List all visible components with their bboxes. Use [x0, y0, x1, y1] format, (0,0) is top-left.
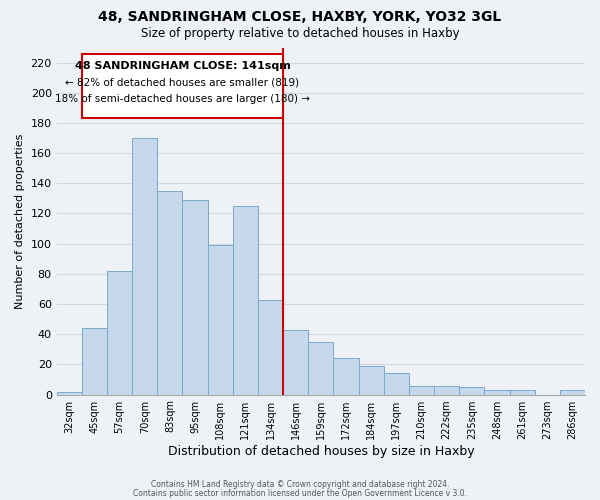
Bar: [409, 386, 434, 394]
Bar: [233, 206, 258, 394]
Bar: [509, 390, 535, 394]
Bar: [434, 386, 459, 394]
Bar: [283, 330, 308, 394]
Text: 48, SANDRINGHAM CLOSE, HAXBY, YORK, YO32 3GL: 48, SANDRINGHAM CLOSE, HAXBY, YORK, YO32…: [98, 10, 502, 24]
Text: Contains HM Land Registry data © Crown copyright and database right 2024.: Contains HM Land Registry data © Crown c…: [151, 480, 449, 489]
Bar: [208, 245, 233, 394]
Text: Contains public sector information licensed under the Open Government Licence v : Contains public sector information licen…: [133, 488, 467, 498]
Bar: [258, 300, 283, 394]
Bar: [484, 390, 509, 394]
X-axis label: Distribution of detached houses by size in Haxby: Distribution of detached houses by size …: [167, 444, 474, 458]
Bar: [157, 191, 182, 394]
Bar: [334, 358, 359, 394]
Text: Size of property relative to detached houses in Haxby: Size of property relative to detached ho…: [140, 28, 460, 40]
Bar: [459, 387, 484, 394]
Bar: [56, 392, 82, 394]
Bar: [182, 200, 208, 394]
Text: ← 82% of detached houses are smaller (819): ← 82% of detached houses are smaller (81…: [65, 78, 299, 88]
Bar: [384, 374, 409, 394]
Bar: [132, 138, 157, 394]
Bar: [82, 328, 107, 394]
Bar: [560, 390, 585, 394]
FancyBboxPatch shape: [82, 54, 283, 118]
Y-axis label: Number of detached properties: Number of detached properties: [15, 134, 25, 308]
Text: 18% of semi-detached houses are larger (180) →: 18% of semi-detached houses are larger (…: [55, 94, 310, 104]
Text: 48 SANDRINGHAM CLOSE: 141sqm: 48 SANDRINGHAM CLOSE: 141sqm: [74, 61, 290, 71]
Bar: [308, 342, 334, 394]
Bar: [359, 366, 384, 394]
Bar: [107, 271, 132, 394]
